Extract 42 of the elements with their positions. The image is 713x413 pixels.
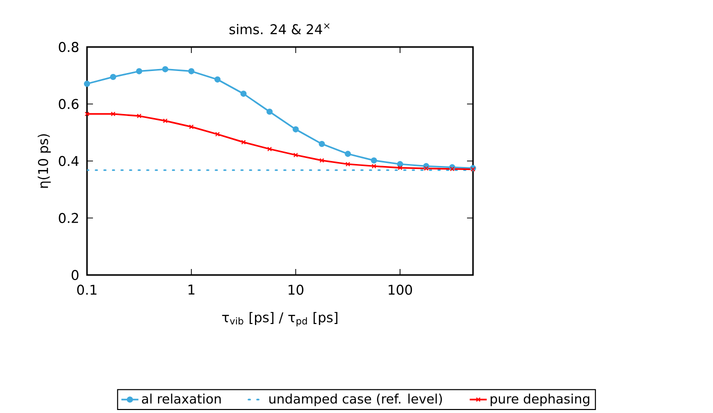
point xyxy=(162,118,168,124)
point xyxy=(162,66,168,72)
point xyxy=(110,112,116,116)
point xyxy=(188,68,194,74)
legend-label: pure dephasing xyxy=(490,394,590,406)
point xyxy=(84,80,90,87)
y-axis-title: η(10 ps) xyxy=(38,134,51,188)
point xyxy=(110,74,116,80)
point xyxy=(396,161,404,168)
x-tick-label: 100 xyxy=(388,284,412,295)
point xyxy=(266,108,273,115)
point xyxy=(370,157,378,164)
point xyxy=(267,146,272,152)
y-tick-label: 0.2 xyxy=(58,212,78,224)
point xyxy=(136,68,142,74)
point xyxy=(346,162,350,166)
chart-title: sims. 24 & 24$^{×}$ xyxy=(229,23,330,34)
x-tick-label: 1 xyxy=(188,284,194,294)
point xyxy=(318,140,325,147)
legend-label: undamped case (ref. level) xyxy=(269,394,442,406)
x-axis-title: τ$_{vib}$ [ps] / τ$_{pd}$ [ps] xyxy=(222,312,338,326)
point xyxy=(189,124,194,130)
point xyxy=(241,140,246,145)
point xyxy=(292,126,299,132)
x-tick-label: 10 xyxy=(288,284,304,295)
point xyxy=(240,90,247,97)
point xyxy=(424,166,429,171)
y-tick-label: 0.6 xyxy=(58,98,78,110)
x-tick-label: 0.1 xyxy=(77,284,96,295)
y-tick-label: 0 xyxy=(72,270,78,280)
point xyxy=(136,114,142,118)
point xyxy=(450,166,455,172)
point xyxy=(320,158,324,163)
point xyxy=(398,166,402,170)
y-tick-label: 0.4 xyxy=(58,156,79,166)
point xyxy=(214,76,221,83)
point xyxy=(293,152,298,158)
point xyxy=(372,164,376,168)
legend-label: al relaxation xyxy=(142,394,221,404)
point xyxy=(215,132,220,137)
point xyxy=(344,150,351,157)
y-tick-label: 0.8 xyxy=(58,42,78,52)
